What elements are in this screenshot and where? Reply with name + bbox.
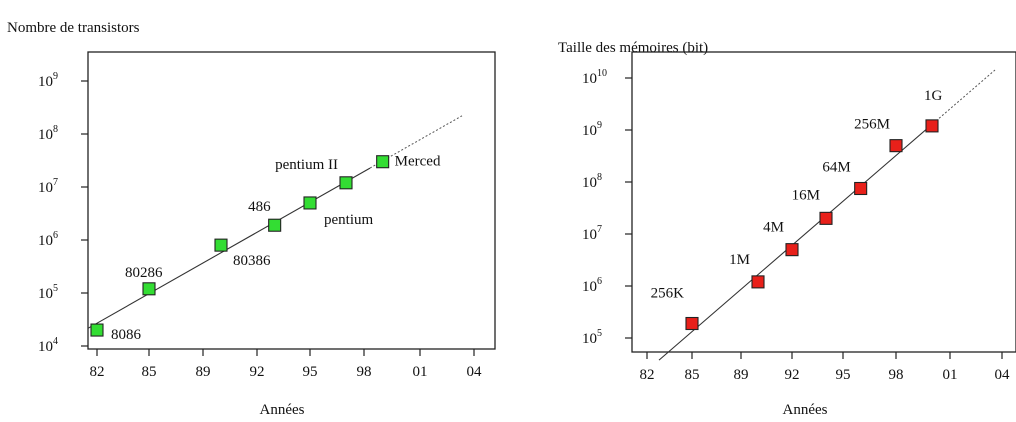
data-point-label: 256M (854, 117, 890, 133)
x-tick-label: 98 (889, 367, 904, 383)
data-point-marker (339, 176, 353, 190)
x-axis-title: Années (783, 402, 828, 418)
x-tick-label: 95 (303, 364, 318, 380)
data-point-marker (854, 181, 868, 196)
x-tick-label: 82 (90, 364, 105, 380)
plot-frame (631, 51, 1016, 353)
data-point-label: Merced (395, 154, 441, 170)
y-tick-label: 109 (582, 120, 602, 139)
x-tick-label: 89 (196, 364, 211, 380)
y-tick-label: 106 (38, 230, 58, 249)
tick-layer: 82 85 89 92 95 98 01 04 104 105 106 107 108 109 (38, 71, 482, 380)
x-tick-label: 04 (995, 367, 1011, 383)
data-point-marker (925, 119, 939, 133)
y-tick-label: 108 (38, 124, 58, 143)
y-tick-label: 104 (38, 336, 58, 355)
data-point-marker (142, 282, 156, 296)
data-point-label: 80286 (125, 265, 163, 281)
data-point-label: pentium (324, 212, 373, 228)
y-tick-label: 107 (38, 177, 58, 196)
chart-title: Taille des mémoires (bit) (558, 40, 708, 56)
y-tick-label: 105 (38, 283, 58, 302)
x-axis-title: Années (260, 402, 305, 418)
trend-solid (87, 167, 371, 329)
data-point-label: 8086 (111, 327, 142, 343)
data-point-label: 486 (248, 199, 271, 215)
data-point-marker (889, 139, 903, 153)
x-tick-label: 82 (640, 367, 655, 383)
data-point-label: pentium II (275, 157, 338, 173)
data-points: 8086 80286 80386 486 pentium pentium II Merced (90, 154, 441, 343)
y-tick-label: 108 (582, 172, 602, 191)
y-tick-label: 107 (582, 224, 602, 243)
x-tick-label: 92 (785, 367, 800, 383)
x-tick-label: 85 (142, 364, 157, 380)
y-tick-label: 106 (582, 276, 602, 295)
data-point-label: 80386 (233, 253, 271, 269)
x-tick-label: 01 (413, 364, 428, 380)
data-point-marker (303, 196, 317, 210)
data-point-marker (376, 155, 390, 169)
x-tick-label: 01 (943, 367, 958, 383)
memory-size-chart: Taille des mémoires (bit) Années 82 85 89 9… (558, 40, 1016, 418)
data-point-marker (685, 316, 699, 331)
data-point-marker (751, 275, 765, 289)
data-point-label: 1M (729, 252, 750, 268)
x-tick-label: 95 (836, 367, 851, 383)
y-tick-label: 109 (38, 71, 58, 90)
data-point-marker (214, 238, 228, 252)
x-tick-label: 85 (685, 367, 700, 383)
data-point-label: 256K (651, 286, 685, 302)
data-point-marker (785, 243, 799, 257)
y-tick-label: 105 (582, 328, 602, 347)
data-point-label: 1G (924, 88, 943, 104)
data-point-label: 16M (792, 187, 820, 203)
x-tick-label: 92 (250, 364, 265, 380)
x-tick-label: 98 (357, 364, 372, 380)
chart-title: Nombre de transistors (7, 20, 140, 36)
data-point-label: 64M (822, 159, 850, 175)
x-tick-label: 89 (734, 367, 749, 383)
transistors-chart: Nombre de transistors Années 82 85 89 92 95 9… (7, 20, 496, 418)
plot-frame (87, 51, 496, 350)
data-point-marker (819, 211, 833, 225)
tick-layer: 82 85 89 92 95 98 01 04 105 106 107 108 109 1010 (582, 68, 1010, 383)
data-point-marker (268, 218, 282, 232)
data-point-label: 4M (763, 220, 784, 236)
y-tick-label: 1010 (582, 68, 607, 87)
data-point-marker (90, 323, 104, 337)
x-tick-label: 04 (467, 364, 483, 380)
